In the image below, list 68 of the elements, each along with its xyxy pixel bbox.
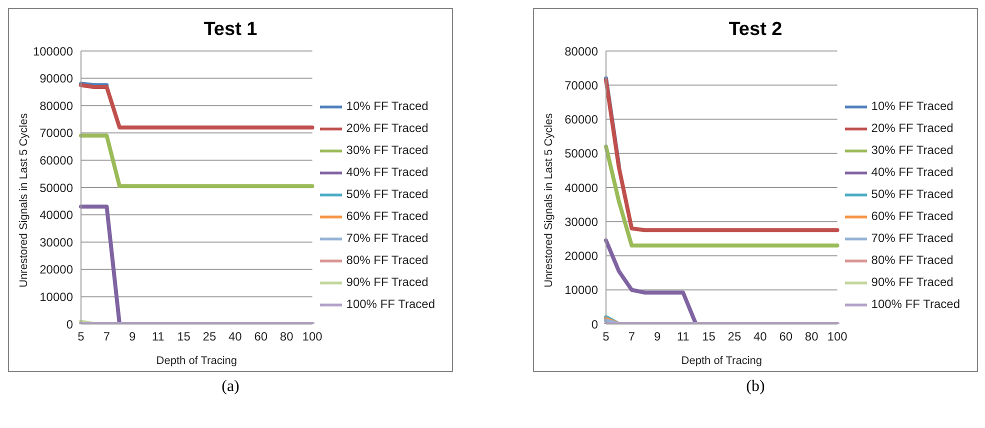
legend-label: 70% FF Traced: [871, 231, 954, 246]
y-tick-label: 40000: [40, 208, 74, 222]
y-tick-label: 30000: [40, 235, 74, 250]
x-tick-label: 15: [177, 330, 191, 344]
x-tick-label: 15: [702, 330, 716, 344]
y-tick-label: 80000: [564, 44, 598, 58]
y-axis-title: Unrestored Signals in Last 5 Cycles: [542, 112, 555, 288]
legend-label: 20% FF Traced: [346, 121, 428, 136]
y-tick-label: 80000: [40, 98, 74, 113]
legend-label: 10% FF Traced: [871, 99, 954, 114]
y-tick-label: 40000: [564, 180, 598, 195]
x-tick-label: 40: [228, 330, 242, 344]
x-tick-label: 11: [152, 330, 165, 344]
legend-label: 90% FF Traced: [871, 275, 954, 290]
y-tick-label: 60000: [564, 112, 598, 127]
y-tick-label: 0: [66, 317, 74, 332]
y-tick-label: 50000: [40, 180, 74, 195]
y-tick-label: 70000: [40, 126, 74, 140]
x-tick-label: 100: [302, 330, 323, 344]
legend-label: 70% FF Traced: [346, 231, 428, 246]
y-tick-label: 20000: [564, 249, 598, 264]
x-tick-label: 25: [202, 330, 216, 344]
legend-label: 60% FF Traced: [871, 209, 954, 224]
y-tick-label: 10000: [40, 290, 74, 304]
x-tick-label: 25: [728, 330, 742, 344]
x-tick-label: 80: [280, 330, 294, 344]
x-tick-label: 9: [654, 330, 662, 344]
legend-label: 50% FF Traced: [871, 187, 954, 202]
x-tick-label: 7: [103, 330, 110, 344]
text: (b): [745, 378, 766, 396]
y-tick-label: 70000: [564, 78, 598, 92]
legend-label: 100% FF Traced: [871, 297, 960, 312]
legend-label: 50% FF Traced: [346, 187, 428, 202]
y-tick-label: 30000: [564, 214, 598, 229]
x-axis-title: Depth of Tracing: [156, 355, 237, 367]
x-tick-label: 100: [827, 330, 848, 344]
legend-label: 30% FF Traced: [871, 143, 954, 158]
y-tick-label: 50000: [564, 146, 598, 161]
legend-label: 10% FF Traced: [346, 99, 428, 114]
legend-label: 40% FF Traced: [346, 165, 428, 180]
x-axis-title: Depth of Tracing: [681, 355, 762, 367]
y-tick-label: 100000: [32, 44, 74, 58]
legend-label: 100% FF Traced: [346, 297, 435, 312]
chart-title: Test 2: [728, 19, 784, 41]
x-tick-label: 60: [254, 330, 268, 344]
y-tick-label: 20000: [40, 262, 74, 277]
x-tick-label: 60: [779, 330, 793, 344]
legend-label: 40% FF Traced: [871, 165, 954, 180]
x-tick-label: 5: [602, 330, 610, 344]
legend-label: 30% FF Traced: [346, 143, 428, 158]
x-tick-label: 11: [676, 330, 690, 344]
x-tick-label: 40: [754, 330, 768, 344]
legend-label: 80% FF Traced: [346, 253, 428, 268]
legend-label: 20% FF Traced: [871, 121, 954, 136]
chart-title: Test 1: [202, 19, 258, 41]
legend-label: 80% FF Traced: [871, 253, 954, 268]
x-tick-label: 7: [628, 330, 636, 344]
y-tick-label: 10000: [564, 283, 598, 298]
x-tick-label: 80: [804, 330, 819, 344]
y-tick-label: 0: [591, 317, 598, 332]
x-tick-label: 5: [78, 330, 85, 344]
legend-label: 60% FF Traced: [346, 209, 428, 224]
legend-label: 90% FF Traced: [346, 275, 428, 290]
y-axis-title: Unrestored Signals in Last 5 Cycles: [18, 112, 30, 288]
y-tick-label: 60000: [40, 153, 74, 168]
x-tick-label: 9: [129, 330, 136, 344]
text: (a): [220, 378, 240, 396]
y-tick-label: 90000: [40, 72, 74, 86]
